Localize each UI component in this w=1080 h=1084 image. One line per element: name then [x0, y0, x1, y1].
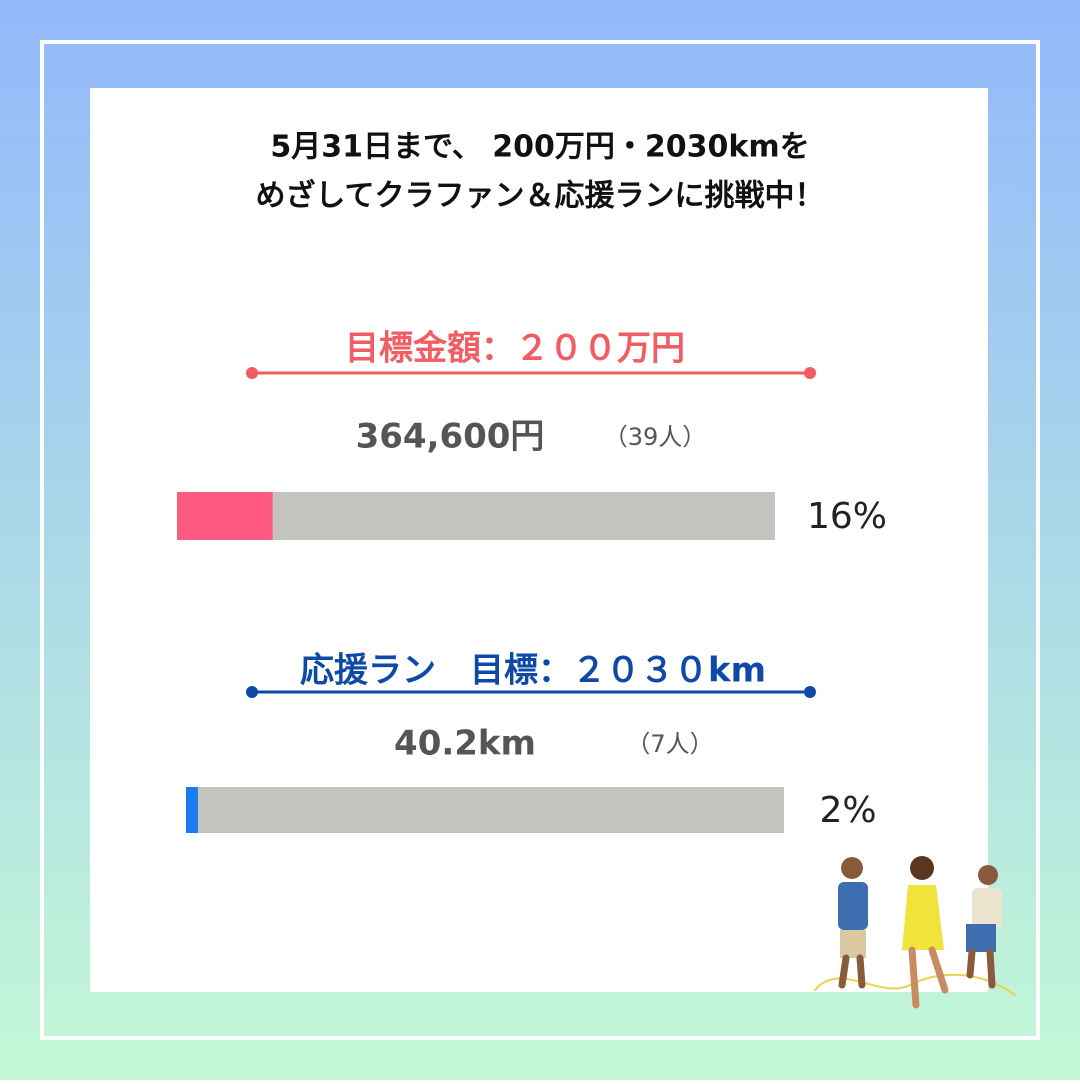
progress-fill — [186, 787, 198, 833]
people: （39人） — [604, 423, 707, 451]
title-line: めざしてクラファン＆応援ランに挑戦中！ — [255, 179, 824, 214]
underline-dot — [804, 367, 816, 379]
progress-track — [186, 787, 784, 833]
amount: 364,600円 — [356, 417, 545, 457]
underline-dot — [246, 367, 258, 379]
amount: 40.2km — [394, 724, 536, 764]
underline-dot — [804, 686, 816, 698]
title-line: 5月31日まで、 200万円・2030kmを — [270, 130, 809, 165]
percent-label: 2% — [819, 790, 876, 831]
goal-heading: 目標金額：２００万円 — [345, 329, 685, 369]
percent-label: 16% — [807, 496, 887, 537]
goal-heading: 応援ラン 目標：２０３０km — [300, 651, 766, 691]
people: （7人） — [626, 730, 713, 758]
progress-track — [177, 492, 775, 540]
progress-fill — [177, 492, 273, 540]
frame — [40, 40, 1040, 1040]
runners-illustration — [814, 856, 1016, 1009]
underline-dot — [246, 686, 258, 698]
